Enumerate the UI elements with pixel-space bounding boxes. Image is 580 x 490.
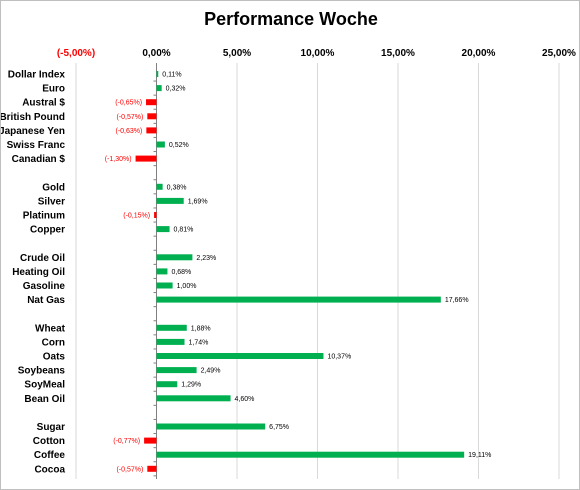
x-tick-label: 20,00% xyxy=(462,48,496,59)
category-label: Crude Oil xyxy=(20,253,65,264)
data-label: (-0,63%) xyxy=(116,128,143,135)
category-label: British Pound xyxy=(1,112,65,123)
data-label: 1,29% xyxy=(181,382,201,389)
data-label: 0,52% xyxy=(169,142,189,149)
data-label: 19,11% xyxy=(468,452,491,459)
bar xyxy=(156,324,187,331)
bar xyxy=(156,353,324,359)
category-label: Canadian $ xyxy=(12,154,66,165)
data-label: 10,37% xyxy=(327,354,351,361)
data-label: (-0,57%) xyxy=(116,114,143,121)
bar xyxy=(135,155,157,162)
x-tick-label: (-5,00%) xyxy=(57,48,95,59)
data-label: 2,23% xyxy=(196,255,216,262)
bar xyxy=(144,437,157,444)
data-label: 0,11% xyxy=(162,72,181,79)
data-label: (-1,30%) xyxy=(105,156,132,163)
category-label: Copper xyxy=(30,225,65,236)
bar xyxy=(156,226,170,233)
bar xyxy=(146,99,157,106)
bar xyxy=(156,451,465,458)
data-label: 1,88% xyxy=(191,325,211,332)
category-label: Euro xyxy=(42,84,65,95)
x-tick-label: 5,00% xyxy=(223,48,251,59)
category-label: Gasoline xyxy=(23,281,66,292)
bar xyxy=(156,141,165,148)
data-label: 0,68% xyxy=(171,269,191,276)
category-label: Japanese Yen xyxy=(1,126,65,137)
bar xyxy=(156,268,168,275)
data-label: (-0,15%) xyxy=(123,213,150,220)
bar xyxy=(147,113,157,120)
bar xyxy=(156,183,163,190)
bar xyxy=(156,381,178,388)
bar xyxy=(146,127,157,134)
bar xyxy=(156,296,441,303)
category-label: SoyMeal xyxy=(24,380,65,391)
bar xyxy=(156,423,266,430)
data-label: 0,81% xyxy=(174,227,194,234)
category-label: Soybeans xyxy=(18,366,66,377)
category-label: Swiss Franc xyxy=(7,140,66,151)
category-label: Silver xyxy=(38,196,65,207)
category-label: Oats xyxy=(43,352,66,363)
data-label: (-0,57%) xyxy=(116,466,143,473)
data-label: 1,74% xyxy=(189,339,209,346)
data-label: 0,38% xyxy=(167,184,187,191)
x-tick-label: 10,00% xyxy=(301,48,335,59)
bar xyxy=(156,395,231,402)
data-label: 1,69% xyxy=(188,198,208,205)
category-label: Cocoa xyxy=(34,464,65,475)
category-label: Bean Oil xyxy=(24,394,65,405)
bar xyxy=(156,254,193,261)
data-label: (-0,77%) xyxy=(113,438,140,445)
category-label: Gold xyxy=(42,182,65,193)
category-label: Coffee xyxy=(34,450,66,461)
bar xyxy=(156,282,173,289)
chart-title: Performance Woche xyxy=(204,9,378,29)
data-label: 0,32% xyxy=(166,86,186,93)
category-label: Austral $ xyxy=(22,98,65,109)
bar xyxy=(156,197,184,204)
category-label: Wheat xyxy=(35,323,66,334)
bar xyxy=(156,85,162,92)
bar xyxy=(154,212,157,218)
category-label: Platinum xyxy=(23,211,65,222)
data-label: 6,75% xyxy=(269,424,289,431)
data-label: 17,66% xyxy=(445,297,469,304)
bar xyxy=(156,71,159,77)
category-label: Heating Oil xyxy=(12,267,65,278)
data-label: 4,60% xyxy=(235,396,255,403)
data-label: (-0,65%) xyxy=(115,100,142,107)
x-tick-label: 25,00% xyxy=(542,48,576,59)
data-label: 1,00% xyxy=(177,283,197,290)
category-label: Corn xyxy=(42,337,65,348)
category-label: Cotton xyxy=(33,436,65,447)
x-tick-label: 15,00% xyxy=(381,48,415,59)
category-label: Dollar Index xyxy=(8,70,66,81)
bar xyxy=(156,338,185,345)
data-label: 2,49% xyxy=(201,368,221,375)
bar xyxy=(156,367,197,374)
bar xyxy=(147,465,157,472)
category-label: Nat Gas xyxy=(27,295,65,306)
category-label: Sugar xyxy=(37,422,65,433)
x-tick-label: 0,00% xyxy=(142,48,170,59)
